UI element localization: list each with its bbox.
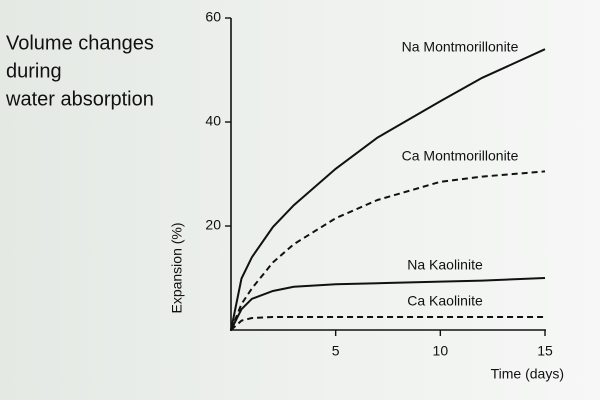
x-tick-label: 15 xyxy=(537,343,553,359)
y-tick-label: 20 xyxy=(205,217,221,233)
series-line xyxy=(230,48,546,331)
series-line xyxy=(230,316,545,331)
y-axis-label: Expansion (%) xyxy=(169,222,185,313)
x-axis-label: Time (days) xyxy=(491,366,564,382)
series-line xyxy=(230,277,546,331)
y-tick-label: 60 xyxy=(205,9,221,25)
chart-title: Volume changes xyxy=(6,32,154,54)
chart-title: during xyxy=(6,60,62,82)
series-label: Na Montmorillonite xyxy=(402,39,519,55)
x-tick-label: 10 xyxy=(433,343,449,359)
y-tick-label: 40 xyxy=(205,113,221,129)
series-label: Na Kaolinite xyxy=(407,257,483,273)
series-label: Ca Kaolinite xyxy=(407,293,483,309)
series-line xyxy=(230,170,546,331)
series-label: Ca Montmorillonite xyxy=(402,148,519,164)
x-tick-label: 5 xyxy=(332,343,340,359)
chart-title: water absorption xyxy=(5,88,154,110)
